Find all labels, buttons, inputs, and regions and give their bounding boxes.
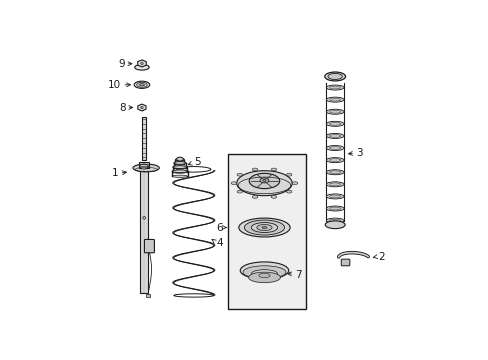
Ellipse shape	[237, 173, 242, 176]
Ellipse shape	[238, 218, 289, 237]
Ellipse shape	[173, 162, 185, 164]
Ellipse shape	[134, 81, 149, 89]
Ellipse shape	[141, 63, 143, 64]
Text: 2: 2	[377, 252, 384, 262]
Ellipse shape	[324, 72, 345, 81]
Ellipse shape	[270, 168, 276, 171]
Ellipse shape	[172, 171, 187, 173]
Ellipse shape	[172, 166, 187, 168]
Bar	[142, 117, 146, 159]
Text: 9: 9	[119, 59, 125, 69]
Ellipse shape	[325, 85, 344, 90]
Polygon shape	[138, 104, 146, 111]
Ellipse shape	[244, 220, 284, 235]
Ellipse shape	[325, 221, 345, 229]
Ellipse shape	[325, 182, 344, 187]
Ellipse shape	[251, 222, 277, 233]
Ellipse shape	[270, 195, 276, 198]
Ellipse shape	[248, 272, 280, 283]
Ellipse shape	[329, 111, 340, 113]
Ellipse shape	[325, 170, 344, 175]
Text: 8: 8	[119, 103, 125, 113]
Ellipse shape	[329, 98, 340, 101]
Ellipse shape	[329, 183, 340, 186]
Ellipse shape	[325, 218, 344, 223]
Text: 3: 3	[355, 148, 362, 158]
Ellipse shape	[325, 97, 344, 102]
Ellipse shape	[325, 134, 344, 139]
Ellipse shape	[292, 182, 297, 185]
Ellipse shape	[329, 135, 340, 137]
Text: 6: 6	[216, 222, 223, 233]
Ellipse shape	[256, 225, 271, 231]
Ellipse shape	[252, 168, 257, 171]
Ellipse shape	[327, 73, 342, 80]
Text: 1: 1	[112, 168, 118, 179]
Ellipse shape	[260, 178, 268, 183]
Ellipse shape	[329, 147, 340, 149]
Ellipse shape	[243, 266, 285, 279]
Ellipse shape	[325, 158, 344, 163]
Ellipse shape	[325, 194, 344, 199]
Ellipse shape	[240, 262, 288, 279]
Ellipse shape	[325, 109, 344, 114]
Ellipse shape	[237, 190, 242, 193]
Ellipse shape	[236, 171, 292, 195]
Text: 7: 7	[294, 270, 301, 280]
Ellipse shape	[172, 170, 187, 173]
Ellipse shape	[325, 121, 344, 126]
Ellipse shape	[251, 270, 277, 278]
Bar	[139, 162, 148, 168]
FancyBboxPatch shape	[341, 259, 349, 266]
Ellipse shape	[329, 171, 340, 174]
Ellipse shape	[329, 195, 340, 198]
Polygon shape	[137, 60, 146, 67]
Ellipse shape	[259, 273, 269, 278]
Ellipse shape	[231, 182, 236, 185]
Ellipse shape	[262, 226, 266, 229]
Ellipse shape	[139, 84, 144, 86]
Ellipse shape	[249, 174, 279, 189]
Ellipse shape	[329, 159, 340, 162]
Ellipse shape	[175, 158, 184, 161]
Ellipse shape	[329, 207, 340, 210]
FancyBboxPatch shape	[144, 239, 154, 253]
Ellipse shape	[252, 195, 257, 198]
Ellipse shape	[141, 107, 143, 108]
Ellipse shape	[262, 179, 265, 181]
Ellipse shape	[329, 86, 340, 89]
Ellipse shape	[135, 64, 149, 70]
Text: 4: 4	[216, 238, 222, 248]
Ellipse shape	[325, 206, 344, 211]
Ellipse shape	[286, 190, 291, 193]
Bar	[228, 154, 305, 309]
Ellipse shape	[325, 145, 344, 150]
Ellipse shape	[175, 163, 184, 165]
Ellipse shape	[329, 122, 340, 125]
Ellipse shape	[133, 164, 159, 172]
Ellipse shape	[329, 219, 340, 222]
Ellipse shape	[172, 175, 187, 177]
Ellipse shape	[137, 82, 147, 87]
Bar	[146, 294, 150, 297]
Text: 10: 10	[108, 80, 121, 90]
Bar	[140, 171, 148, 293]
Ellipse shape	[139, 164, 148, 169]
Ellipse shape	[286, 173, 291, 176]
Text: 5: 5	[193, 157, 200, 167]
Ellipse shape	[173, 167, 185, 169]
Ellipse shape	[176, 157, 183, 161]
